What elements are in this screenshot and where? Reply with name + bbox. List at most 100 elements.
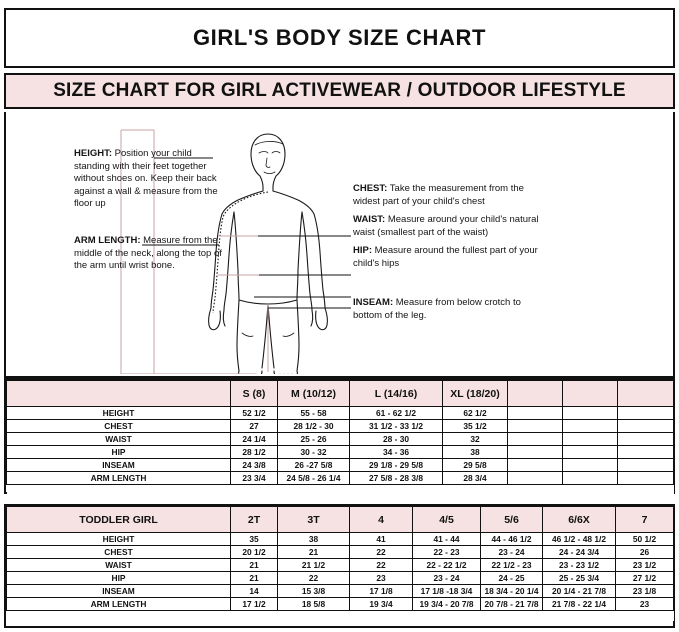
annotation-hip: HIP: Measure around the fullest part of … — [353, 245, 538, 270]
toddler-size-row-label-6: ARM LENGTH — [6, 597, 231, 611]
toddler-size-cell-r2-c5: 23 - 24 — [480, 545, 543, 559]
toddler-size-corner-label: TODDLER GIRL — [6, 506, 231, 533]
annotation-chest: CHEST: Take the measurement from the wid… — [353, 183, 538, 208]
girl-size-cell-r6-c4: 28 3/4 — [442, 471, 508, 485]
annotation-waist-label: WAIST: — [353, 214, 386, 225]
girl-size-cell-r5-c7 — [617, 458, 674, 472]
toddler-size-cell-r6-c4: 19 3/4 - 20 7/8 — [412, 597, 481, 611]
toddler-size-cell-r3-c2: 21 1/2 — [277, 558, 350, 572]
toddler-size-cell-r2-c2: 21 — [277, 545, 350, 559]
toddler-size-cell-r1-c4: 41 - 44 — [412, 532, 481, 546]
girl-size-cell-r3-c1: 24 1/4 — [230, 432, 278, 446]
toddler-size-row-label-5: INSEAM — [6, 584, 231, 598]
toddler-size-cell-r2-c1: 20 1/2 — [230, 545, 278, 559]
girl-size-cell-r1-c1: 52 1/2 — [230, 406, 278, 420]
toddler-size-cell-r5-c1: 14 — [230, 584, 278, 598]
toddler-size-cell-r3-c6: 23 - 23 1/2 — [542, 558, 616, 572]
annotation-height: HEIGHT: Position your child standing wit… — [74, 148, 224, 211]
girl-size-cell-r4-c1: 28 1/2 — [230, 445, 278, 459]
toddler-size-row-label-1: HEIGHT — [6, 532, 231, 546]
toddler-size-cell-r4-c1: 21 — [230, 571, 278, 585]
girl-size-cell-r6-c7 — [617, 471, 674, 485]
annotation-arm-length-text: Measure from the middle of the neck, alo… — [74, 235, 222, 272]
girl-size-cell-r5-c6 — [562, 458, 618, 472]
girl-size-cell-r2-c6 — [562, 419, 618, 433]
girl-size-cell-r3-c7 — [617, 432, 674, 446]
girl-size-row-label-1: HEIGHT — [6, 406, 231, 420]
toddler-size-cell-r1-c5: 44 - 46 1/2 — [480, 532, 543, 546]
toddler-size-cell-r2-c7: 26 — [615, 545, 674, 559]
annotation-chest-label: CHEST: — [353, 183, 388, 194]
table-row: INSEAM 24 3/8 26 -27 5/8 29 1/8 - 29 5/8 29 … — [6, 458, 674, 472]
annotation-inseam: INSEAM: Measure from below crotch to bot… — [353, 297, 538, 322]
girl-size-cell-r6-c2: 24 5/8 - 26 1/4 — [277, 471, 350, 485]
annotation-chest-text: Take the measurement from the widest par… — [353, 183, 524, 207]
girl-size-header-row: S (8) M (10/12) L (14/16) XL (18/20) — [6, 380, 674, 407]
page-title: GIRL'S BODY SIZE CHART — [192, 25, 487, 50]
toddler-size-cell-r4-c3: 23 — [349, 571, 413, 585]
table-row: HEIGHT 52 1/2 55 - 58 61 - 62 1/2 62 1/2 — [6, 406, 674, 420]
girl-size-cell-r6-c1: 23 3/4 — [230, 471, 278, 485]
toddler-size-cell-r3-c3: 22 — [349, 558, 413, 572]
toddler-size-cell-r6-c7: 23 — [615, 597, 674, 611]
toddler-size-cell-r1-c3: 41 — [349, 532, 413, 546]
table-row: HEIGHT 35 38 41 41 - 44 44 - 46 1/2 46 1/2 - 4… — [6, 532, 674, 546]
toddler-size-cell-r6-c6: 21 7/8 - 22 1/4 — [542, 597, 616, 611]
annotation-hip-text: Measure around the fullest part of your … — [353, 245, 538, 269]
table-row: CHEST 20 1/2 21 22 22 - 23 23 - 24 24 - 24 3/4… — [6, 545, 674, 559]
toddler-size-cell-r5-c6: 20 1/4 - 21 7/8 — [542, 584, 616, 598]
girl-size-cell-r3-c6 — [562, 432, 618, 446]
toddler-size-column-header-2: 3T — [277, 506, 350, 533]
girl-size-cell-r2-c7 — [617, 419, 674, 433]
toddler-size-cell-r6-c5: 20 7/8 - 21 7/8 — [480, 597, 543, 611]
girl-size-cell-r1-c5 — [507, 406, 563, 420]
toddler-size-table: TODDLER GIRL 2T 3T 4 4/5 5/6 6/6X 7 HEIGHT 35 38 41… — [6, 506, 674, 621]
toddler-size-row-label-3: WAIST — [6, 558, 231, 572]
toddler-size-row-label-2: CHEST — [6, 545, 231, 559]
toddler-size-cell-r1-c6: 46 1/2 - 48 1/2 — [542, 532, 616, 546]
arm-length-measure-path — [212, 191, 269, 314]
girl-size-cell-r4-c6 — [562, 445, 618, 459]
girl-size-row-label-3: WAIST — [6, 432, 231, 446]
girl-size-column-header-7 — [617, 380, 674, 407]
girl-size-cell-r3-c5 — [507, 432, 563, 446]
girl-size-table-container: S (8) M (10/12) L (14/16) XL (18/20) HEIGHT 5… — [4, 378, 675, 495]
girl-size-cell-r3-c3: 28 - 30 — [349, 432, 443, 446]
girl-size-cell-r4-c4: 38 — [442, 445, 508, 459]
toddler-size-cell-r1-c1: 35 — [230, 532, 278, 546]
toddler-size-cell-r4-c5: 24 - 25 — [480, 571, 543, 585]
girl-size-table: S (8) M (10/12) L (14/16) XL (18/20) HEIGHT 5… — [6, 380, 674, 495]
girl-size-column-header-1: S (8) — [230, 380, 278, 407]
girl-size-cell-r4-c5 — [507, 445, 563, 459]
girl-size-cell-r1-c6 — [562, 406, 618, 420]
toddler-size-row-label-4: HIP — [6, 571, 231, 585]
girl-size-cell-r5-c3: 29 1/8 - 29 5/8 — [349, 458, 443, 472]
girl-size-cell-r5-c4: 29 5/8 — [442, 458, 508, 472]
table-row: ARM LENGTH 17 1/2 18 5/8 19 3/4 19 3/4 - 20 … — [6, 597, 674, 611]
toddler-size-cell-r2-c3: 22 — [349, 545, 413, 559]
girl-size-cell-r4-c3: 34 - 36 — [349, 445, 443, 459]
girl-size-table-body: S (8) M (10/12) L (14/16) XL (18/20) HEIGHT 5… — [6, 380, 674, 495]
toddler-size-cell-r6-c2: 18 5/8 — [277, 597, 350, 611]
chart-title-box: GIRL'S BODY SIZE CHART — [4, 8, 675, 68]
toddler-size-cell-r5-c4: 17 1/8 -18 3/4 — [412, 584, 481, 598]
girl-size-cell-r4-c7 — [617, 445, 674, 459]
toddler-size-cell-r1-c2: 38 — [277, 532, 350, 546]
girl-size-cell-r6-c3: 27 5/8 - 28 3/8 — [349, 471, 443, 485]
toddler-size-cell-r4-c6: 25 - 25 3/4 — [542, 571, 616, 585]
table-row: CHEST 27 28 1/2 - 30 31 1/2 - 33 1/2 35 1/2 — [6, 419, 674, 433]
girl-size-cell-r3-c4: 32 — [442, 432, 508, 446]
girl-size-cell-r1-c4: 62 1/2 — [442, 406, 508, 420]
toddler-size-column-header-4: 4/5 — [412, 506, 481, 533]
toddler-size-header-row: TODDLER GIRL 2T 3T 4 4/5 5/6 6/6X 7 — [6, 506, 674, 533]
chart-subtitle-box: SIZE CHART FOR GIRL ACTIVEWEAR / OUTDOOR… — [4, 73, 675, 109]
annotation-arm-length: ARM LENGTH: Measure from the middle of t… — [74, 235, 224, 273]
girl-size-spacer-cell — [6, 484, 674, 495]
toddler-size-cell-r3-c5: 22 1/2 - 23 — [480, 558, 543, 572]
toddler-size-table-body: TODDLER GIRL 2T 3T 4 4/5 5/6 6/6X 7 HEIGHT 35 38 41… — [6, 506, 674, 621]
toddler-size-cell-r2-c6: 24 - 24 3/4 — [542, 545, 616, 559]
body-figure-illustration — [120, 129, 351, 374]
annotation-waist: WAIST: Measure around your child's natur… — [353, 214, 548, 239]
girl-size-row-label-4: HIP — [6, 445, 231, 459]
